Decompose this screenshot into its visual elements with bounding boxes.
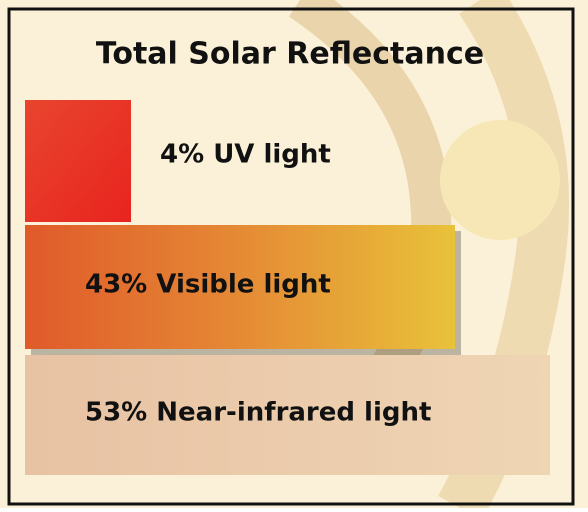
near-infrared-label: 53% Near-infrared light [85, 398, 431, 428]
uv-label: 4% UV light [160, 140, 331, 170]
visible-label: 43% Visible light [85, 270, 331, 300]
infographic: Total Solar Reflectance 4% UV light 43% … [0, 0, 588, 508]
uv-band [25, 100, 131, 222]
title: Total Solar Reflectance [96, 37, 484, 72]
